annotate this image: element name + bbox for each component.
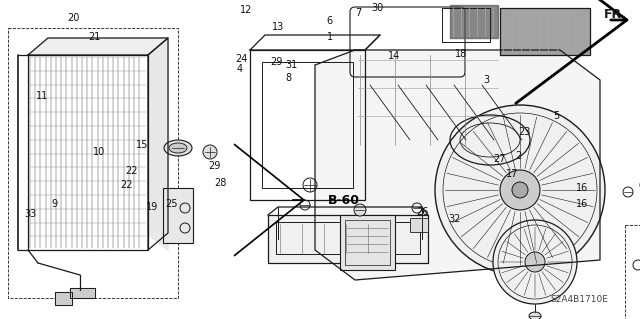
Text: 17: 17 (506, 169, 518, 179)
Text: 32: 32 (448, 213, 461, 224)
Text: 22: 22 (125, 166, 138, 176)
Polygon shape (55, 292, 72, 305)
Text: 7: 7 (355, 8, 362, 18)
Circle shape (435, 105, 605, 275)
Text: S2A4B1710E: S2A4B1710E (550, 295, 608, 305)
Polygon shape (315, 50, 600, 280)
Text: 33: 33 (24, 209, 37, 219)
Text: 6: 6 (326, 16, 333, 26)
Bar (340, 215, 395, 270)
Text: 23: 23 (518, 127, 531, 137)
Text: FR.: FR. (604, 8, 627, 20)
Text: 3: 3 (483, 75, 490, 85)
Text: 14: 14 (387, 51, 400, 61)
Circle shape (354, 204, 366, 216)
Bar (345, 220, 390, 265)
Text: 28: 28 (214, 178, 227, 189)
Text: 1: 1 (326, 32, 333, 42)
Polygon shape (70, 288, 95, 298)
Ellipse shape (203, 145, 217, 159)
Text: 8: 8 (285, 73, 291, 83)
Bar (276, 222, 420, 254)
Text: 25: 25 (165, 199, 178, 209)
Bar (28, 55, 148, 250)
Polygon shape (500, 8, 590, 55)
Polygon shape (28, 38, 168, 55)
Text: 30: 30 (371, 3, 384, 13)
Ellipse shape (529, 312, 541, 319)
Bar (410, 218, 428, 232)
Text: 5: 5 (554, 111, 560, 122)
Text: 21: 21 (88, 32, 101, 42)
Text: 26: 26 (416, 207, 429, 217)
Text: 24: 24 (236, 54, 248, 64)
Text: 12: 12 (240, 4, 253, 15)
Circle shape (493, 220, 577, 304)
Text: B-60: B-60 (328, 194, 360, 206)
Text: 20: 20 (67, 12, 80, 23)
Text: 16: 16 (576, 183, 589, 193)
Text: 2: 2 (515, 151, 522, 161)
Bar (8, 28, 178, 298)
Bar (163, 188, 193, 243)
Ellipse shape (169, 143, 187, 153)
Text: 4: 4 (237, 63, 243, 74)
Text: 31: 31 (285, 60, 298, 70)
Text: 13: 13 (272, 22, 285, 32)
Text: 11: 11 (35, 91, 48, 101)
Bar (250, 50, 365, 200)
Text: 27: 27 (493, 154, 506, 165)
Text: 19: 19 (146, 202, 159, 212)
Bar (268, 215, 428, 263)
Polygon shape (450, 5, 498, 38)
Text: 15: 15 (136, 140, 148, 150)
Circle shape (500, 170, 540, 210)
Polygon shape (148, 38, 168, 250)
Text: 16: 16 (576, 199, 589, 209)
Text: 22: 22 (120, 180, 133, 190)
Text: 29: 29 (270, 57, 283, 67)
Text: 18: 18 (454, 49, 467, 59)
Bar (262, 62, 353, 188)
Text: 9: 9 (51, 199, 58, 209)
Circle shape (525, 252, 545, 272)
Ellipse shape (164, 140, 192, 156)
Circle shape (512, 182, 528, 198)
Text: 29: 29 (208, 161, 221, 171)
Text: 10: 10 (93, 146, 106, 157)
